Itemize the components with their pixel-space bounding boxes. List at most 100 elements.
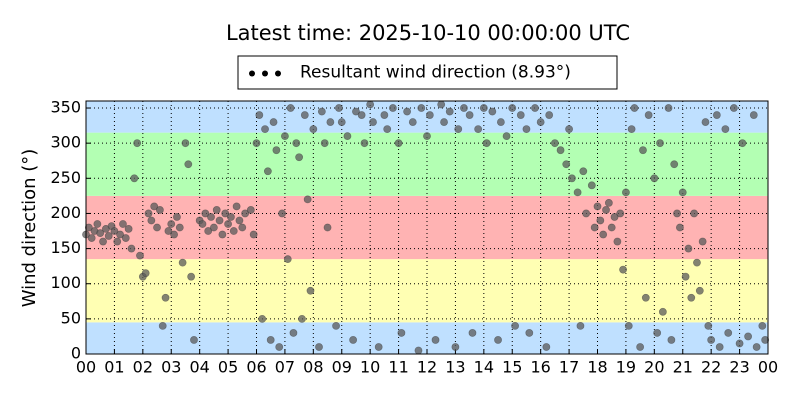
data-point [144, 209, 153, 218]
data-point [596, 216, 605, 225]
data-point [516, 111, 525, 119]
data-point [238, 223, 247, 232]
data-point [241, 209, 250, 218]
data-point [198, 220, 207, 228]
data-point [522, 125, 531, 134]
data-point [417, 104, 426, 112]
data-point [300, 111, 309, 119]
x-tick-label: 03 [161, 358, 181, 377]
chart-title: Latest time: 2025-10-10 00:00:00 UTC [226, 21, 630, 45]
data-point [326, 118, 335, 126]
data-point [289, 329, 298, 337]
data-point [650, 174, 659, 183]
data-point [317, 107, 326, 116]
data-point [292, 139, 301, 148]
data-point [374, 343, 383, 351]
data-point [181, 139, 190, 148]
data-point [158, 321, 167, 330]
data-point [673, 209, 681, 218]
legend-marker [275, 70, 281, 77]
data-point [431, 336, 440, 344]
data-point [482, 139, 491, 148]
legend-marker [249, 70, 255, 77]
data-point [613, 237, 622, 246]
data-point [84, 223, 93, 232]
data-point [133, 139, 142, 148]
data-point [298, 314, 306, 323]
data-point [582, 209, 591, 218]
data-point [545, 111, 554, 119]
data-point [343, 132, 352, 141]
data-point [587, 181, 596, 190]
data-point [735, 339, 744, 348]
x-tick-label: 00 [758, 358, 778, 377]
data-point [272, 146, 281, 155]
x-tick-label: 11 [388, 358, 408, 377]
data-point [684, 244, 693, 253]
data-point [173, 213, 181, 221]
data-point [622, 188, 630, 197]
y-tick-label: 250 [50, 168, 81, 187]
data-point [602, 206, 610, 214]
x-tick-label: 12 [417, 358, 437, 377]
data-point [278, 209, 286, 218]
x-tick-label: 20 [644, 358, 664, 377]
x-tick-label: 19 [616, 358, 636, 377]
data-point [496, 118, 505, 126]
data-point [369, 118, 377, 126]
data-point [229, 227, 238, 235]
data-point [252, 139, 261, 148]
data-point [599, 230, 608, 239]
data-point [604, 199, 613, 207]
data-point [218, 230, 227, 239]
data-point [136, 251, 144, 260]
data-point [630, 104, 639, 112]
data-point [624, 321, 633, 330]
x-tick-label: 13 [445, 358, 465, 377]
data-point [127, 244, 136, 253]
data-point [320, 139, 329, 148]
data-point [269, 118, 278, 126]
y-tick-label: 0 [71, 344, 81, 363]
x-tick-label: 08 [303, 358, 323, 377]
data-point [590, 223, 599, 232]
data-point [573, 188, 582, 197]
data-point [479, 104, 488, 112]
y-axis-label: Wind direction (°) [19, 149, 40, 308]
x-tick-label: 02 [133, 358, 153, 377]
data-point [676, 223, 684, 232]
data-point [209, 223, 218, 232]
data-point [167, 220, 176, 228]
data-point [681, 272, 690, 281]
data-point [315, 343, 323, 351]
data-point [170, 230, 178, 239]
data-point [164, 227, 173, 235]
data-point [87, 234, 96, 242]
data-point [281, 132, 289, 141]
x-tick-label: 00 [76, 358, 96, 377]
data-point [190, 336, 198, 344]
data-point [474, 125, 483, 134]
data-point [207, 213, 215, 221]
data-point [511, 321, 519, 330]
data-point [593, 202, 602, 211]
data-point [349, 336, 358, 344]
data-point [96, 229, 105, 238]
data-point [204, 227, 213, 235]
data-point [221, 209, 230, 218]
data-point [352, 107, 360, 116]
data-point [531, 104, 539, 112]
data-point [212, 206, 221, 214]
x-tick-label: 23 [729, 358, 749, 377]
plot-frame [85, 100, 769, 355]
data-point [99, 237, 107, 246]
x-tick-label: 14 [474, 358, 494, 377]
y-tick-label: 300 [50, 133, 81, 152]
data-point [414, 346, 423, 355]
data-point [388, 104, 397, 112]
data-point [695, 286, 704, 295]
x-tick-label: 17 [559, 358, 579, 377]
data-point [275, 343, 284, 351]
data-point [678, 188, 687, 197]
